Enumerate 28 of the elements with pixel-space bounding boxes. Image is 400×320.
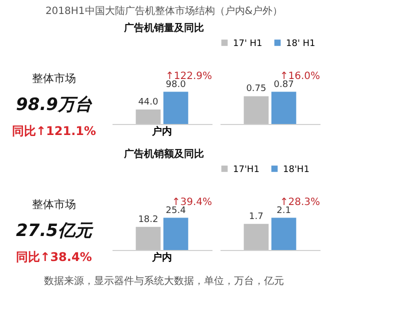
source-note: 数据来源，显示器件与系统大数据，单位，万台，亿元 — [44, 275, 284, 287]
x-tick-label: 户内 — [151, 126, 172, 138]
text: ↑122.9% — [165, 71, 212, 82]
text: 广告机销量及同比 — [123, 22, 204, 34]
text: ↑39.4% — [172, 197, 212, 208]
text: 2018H1中国大陆广告机整体市场结构（户内&户外） — [45, 5, 283, 17]
legend-label: 18' H1 — [286, 38, 316, 49]
x-tick-label: 户内 — [151, 252, 172, 264]
data-label: 25.4 — [166, 206, 186, 216]
data-label: 98.0 — [166, 80, 186, 90]
data-label: 0.75 — [246, 84, 266, 94]
text: 整体市场 — [32, 72, 76, 85]
text: 广告机销额及同比 — [123, 148, 204, 160]
text: 同比↑121.1% — [12, 124, 96, 138]
data-label: 0.87 — [274, 80, 294, 90]
data-label: 18.2 — [138, 214, 158, 225]
text: 同比↑38.4% — [16, 250, 92, 264]
text: ↑16.0% — [280, 71, 320, 82]
data-label: 1.7 — [249, 212, 264, 222]
text: 27.5亿元 — [16, 221, 94, 241]
text: 整体市场 — [32, 198, 76, 211]
data-label: 2.1 — [276, 206, 291, 216]
legend-label: 17' H1 — [233, 38, 262, 49]
legend-label: 17'H1 — [233, 164, 260, 175]
legend-label: 18'H1 — [283, 164, 310, 175]
text: ↑28.3% — [280, 197, 320, 208]
text: 98.9万台 — [16, 95, 93, 115]
data-label: 44.0 — [138, 98, 158, 108]
